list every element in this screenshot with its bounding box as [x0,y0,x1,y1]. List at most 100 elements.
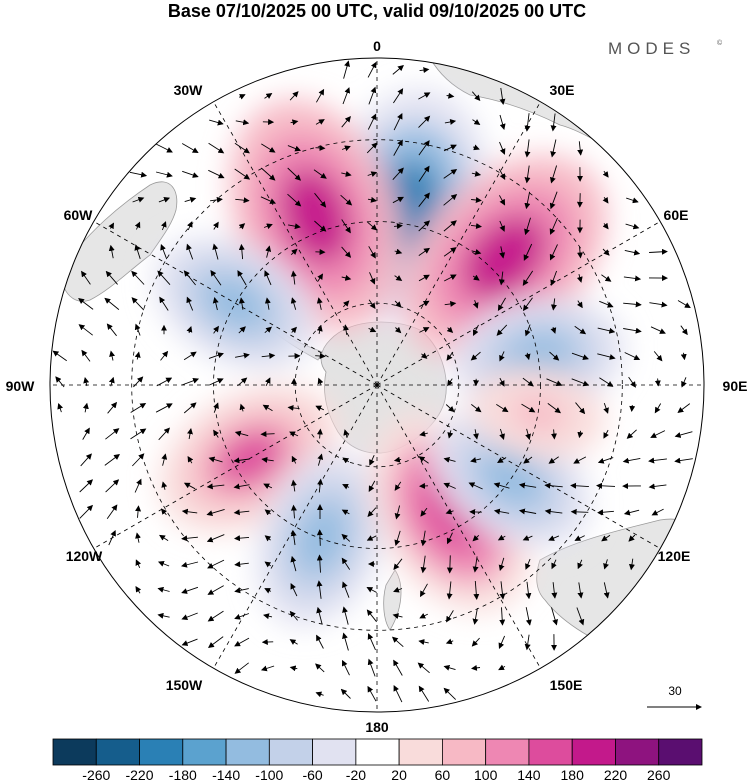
wind-vector [524,352,531,361]
wind-vector [315,405,324,412]
wind-vector [159,534,169,541]
colorbar-swatch-2 [139,738,184,766]
wind-vector [342,606,349,625]
wind-vector [342,632,349,651]
wind-vector [493,508,510,515]
wind-vector [239,94,246,100]
wind-vector [314,192,327,208]
wind-vector [499,220,505,232]
wind-vector [418,639,429,645]
wind-vector [264,93,273,99]
wind-vector [392,167,404,181]
wind-vector [393,112,403,131]
wind-vector [55,376,65,388]
wind-vector [446,610,454,623]
graticule [50,58,704,712]
wind-vector [343,324,349,335]
wind-vector [181,377,200,386]
map-border [49,57,705,713]
wind-vector [368,86,377,105]
wind-vector [106,504,118,520]
wind-vector [446,581,453,600]
wind-vector [596,482,616,489]
wind-vector [234,587,249,594]
colorbar-swatch-8 [398,738,443,766]
wind-vector [129,171,148,178]
wind-vector [157,270,171,286]
wind-vector [288,223,301,230]
wind-vector [623,275,642,282]
wind-vector [290,504,297,519]
wind-vector [654,378,661,387]
wind-vector [394,275,403,281]
wind-vector [524,139,531,158]
wind-vector [367,658,376,677]
wind-vector [446,92,455,99]
meridian-240 [93,384,378,549]
wind-vector [472,608,479,625]
wind-vector [522,297,533,312]
wind-vector [157,612,170,619]
wind-vector [393,456,402,463]
wind-vector [394,505,401,520]
wind-vector [418,456,429,464]
wind-vector [443,664,456,671]
wind-vector [499,428,505,440]
wind-vector [524,113,531,132]
wind-vector [674,457,693,464]
wind-vector [368,246,376,259]
colorbar-tick-260: 260 [647,767,671,783]
wind-vector [207,559,225,569]
lon-label-90w: 90W [6,378,36,394]
wind-vector [134,478,142,493]
wind-vector [135,585,142,594]
wind-vector [603,582,610,599]
wind-vector [368,326,377,333]
colorbar-tick--100: -100 [255,767,283,783]
wind-vector [135,559,142,568]
wind-vector [212,243,219,260]
anomaly-positive-lon340-level2 [280,169,351,263]
colorbar-swatch-0 [52,738,97,766]
wind-vector [208,142,225,154]
wind-vector [418,274,430,282]
wind-vector [108,376,115,387]
wind-vector [157,561,170,567]
wind-vector [575,402,586,415]
wind-vector [133,376,144,388]
wind-vector [314,220,327,232]
wind-vector [524,324,531,337]
wind-vector [131,270,145,285]
wind-vector [287,193,302,207]
wind-vector [131,297,145,311]
wind-vector [234,430,249,437]
colorbar: -260 -220 -180 -140 -100 -60 -20 20 60 100 140 180 2… [52,738,703,783]
brand-name: MODES [608,39,695,58]
wind-vector [597,509,614,516]
wind-vector [524,165,531,184]
wind-vector [393,586,403,593]
wind-vector [316,428,323,439]
colorbar-swatch-11 [528,738,573,766]
colorbar-swatch-4 [225,738,270,766]
wind-vector [649,248,668,255]
wind-vector [81,349,91,362]
wind-vector [472,119,481,125]
meridian-30 [376,101,541,386]
wind-vector [367,221,378,231]
wind-vector [369,455,375,466]
wind-vector [472,144,480,151]
meridian-150 [376,384,541,669]
wind-vector [574,325,587,335]
wind-vector [523,456,533,464]
wind-vector [471,637,480,647]
wind-vector [496,324,508,336]
wind-vector [571,352,589,360]
wind-vector [393,659,403,676]
meridian-60 [376,221,661,386]
wind-vector [471,248,482,255]
wind-reference-label: 30 [668,684,682,698]
wind-vector [313,169,327,179]
wind-vector [470,223,482,229]
wind-vector [155,403,173,413]
